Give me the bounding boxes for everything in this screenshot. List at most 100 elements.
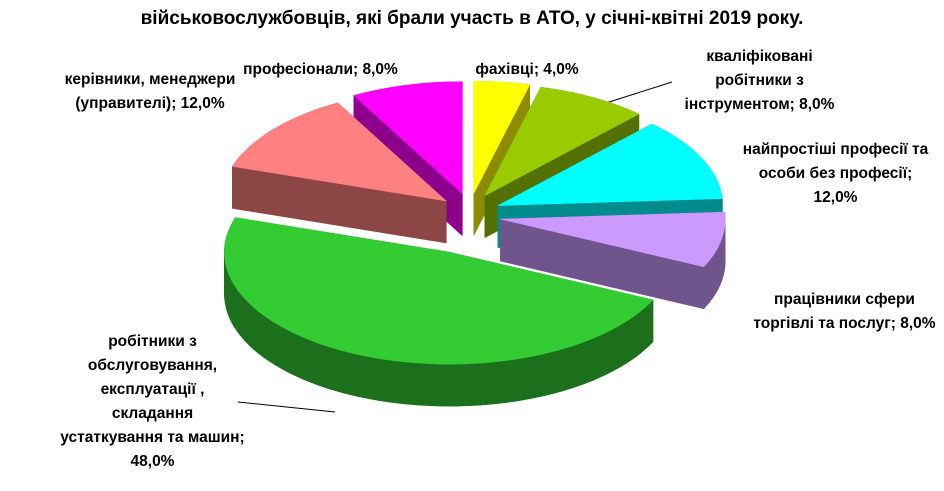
- slice-side: [409, 362, 419, 406]
- category-label: робітники з обслуговування, експлуатації…: [60, 333, 240, 446]
- slice-side: [506, 359, 516, 403]
- slice-side: [273, 321, 281, 369]
- slice-side: [232, 282, 237, 331]
- category-label: професіонали: [243, 61, 353, 78]
- slice-side: [366, 355, 376, 401]
- slice-side: [707, 258, 711, 306]
- slice-side: [319, 343, 328, 389]
- slice-top: [500, 211, 726, 268]
- value-label: 4,0%: [534, 61, 579, 78]
- slice-side: [258, 311, 264, 358]
- slice-side: [586, 337, 594, 384]
- slice-side: [453, 363, 464, 407]
- slice-top: [473, 80, 531, 194]
- leader-line: [237, 401, 336, 413]
- category-label: кваліфіковані робітники з інструментом: [684, 48, 813, 113]
- category-label: найпростіші професії та особи без профес…: [742, 141, 929, 182]
- slice-side: [326, 345, 335, 391]
- slice-side: [435, 363, 446, 407]
- slice-side: [426, 363, 437, 407]
- chart-title: військовослужбовців, які брали участь в …: [140, 8, 804, 29]
- slice-side: [342, 350, 351, 396]
- data-label: робітники з обслуговування, експлуатації…: [60, 330, 245, 474]
- slice-side: [480, 362, 490, 406]
- slice-side: [556, 348, 565, 394]
- slice-side: [618, 321, 625, 369]
- data-label: керівники, менеджери (управителі)12,0%: [55, 68, 245, 116]
- slice-side: [383, 359, 393, 403]
- slice-top: [497, 123, 723, 206]
- slice-side: [497, 360, 508, 404]
- pie-slice: [500, 211, 726, 310]
- slice-side: [312, 340, 320, 387]
- data-label: професіонали8,0%: [228, 58, 413, 82]
- value-label: 8,0%: [891, 315, 936, 332]
- slice-side: [648, 299, 654, 347]
- slice-top: [353, 81, 463, 195]
- slice-side: [279, 325, 287, 372]
- slice-side: [629, 314, 636, 362]
- slice-side: [358, 354, 367, 399]
- slice-side: [710, 254, 714, 302]
- slice-side: [285, 328, 293, 375]
- value-label: 12,0%: [171, 95, 224, 112]
- pie-slice: [231, 102, 448, 244]
- value-label: 8,0%: [353, 61, 398, 78]
- slice-side: [599, 331, 607, 378]
- slice-side: [235, 286, 240, 335]
- slice-side: [593, 334, 601, 381]
- slice-side: [230, 278, 234, 326]
- pie-slice: [224, 216, 654, 407]
- slice-top: [231, 102, 448, 202]
- slice-side: [305, 337, 313, 384]
- slice-side: [462, 363, 472, 407]
- slice-side: [298, 334, 306, 381]
- slice-side: [374, 357, 384, 402]
- slice-side: [639, 307, 645, 355]
- slice-side: [471, 362, 481, 406]
- slice-side: [635, 311, 641, 358]
- slice-side: [523, 355, 533, 401]
- slice-side: [644, 303, 650, 351]
- slice-side: [334, 348, 343, 394]
- slice-side: [444, 363, 455, 407]
- slice-side: [612, 325, 620, 372]
- slice-side: [228, 274, 232, 322]
- data-label: найпростіші професії та особи без профес…: [738, 138, 933, 210]
- slice-side: [249, 303, 255, 351]
- slice-side: [563, 345, 573, 391]
- slice-side: [291, 331, 299, 378]
- slice-side: [718, 242, 721, 289]
- data-label: кваліфіковані робітники з інструментом8,…: [672, 45, 847, 117]
- value-label: 8,0%: [790, 96, 835, 113]
- slice-side: [391, 360, 401, 404]
- slice-side: [578, 340, 587, 387]
- data-label: працівники сфери торгівлі та послуг8,0%: [752, 288, 937, 336]
- slice-side: [624, 318, 631, 365]
- slice-side: [606, 328, 614, 375]
- category-label: працівники сфери торгівлі та послуг: [753, 291, 915, 332]
- slice-side: [349, 352, 359, 397]
- slice-side: [713, 249, 717, 298]
- slice-side: [548, 350, 557, 396]
- slice-side: [253, 307, 259, 355]
- slice-side: [540, 352, 549, 397]
- slice-side: [417, 362, 428, 406]
- slice-top: [224, 217, 654, 365]
- slice-side: [515, 357, 525, 402]
- slice-side: [571, 343, 580, 389]
- slice-side: [268, 318, 275, 365]
- category-label: керівники, менеджери (управителі): [64, 71, 236, 112]
- slice-top: [484, 86, 640, 197]
- slice-side: [703, 262, 708, 310]
- slice-side: [245, 299, 251, 347]
- slice-side: [531, 354, 541, 399]
- leader-line: [605, 81, 673, 104]
- data-label: фахівці4,0%: [462, 58, 592, 82]
- slice-side: [489, 361, 499, 405]
- slice-side: [400, 361, 410, 405]
- slice-side: [715, 245, 719, 294]
- category-label: фахівці: [475, 61, 534, 78]
